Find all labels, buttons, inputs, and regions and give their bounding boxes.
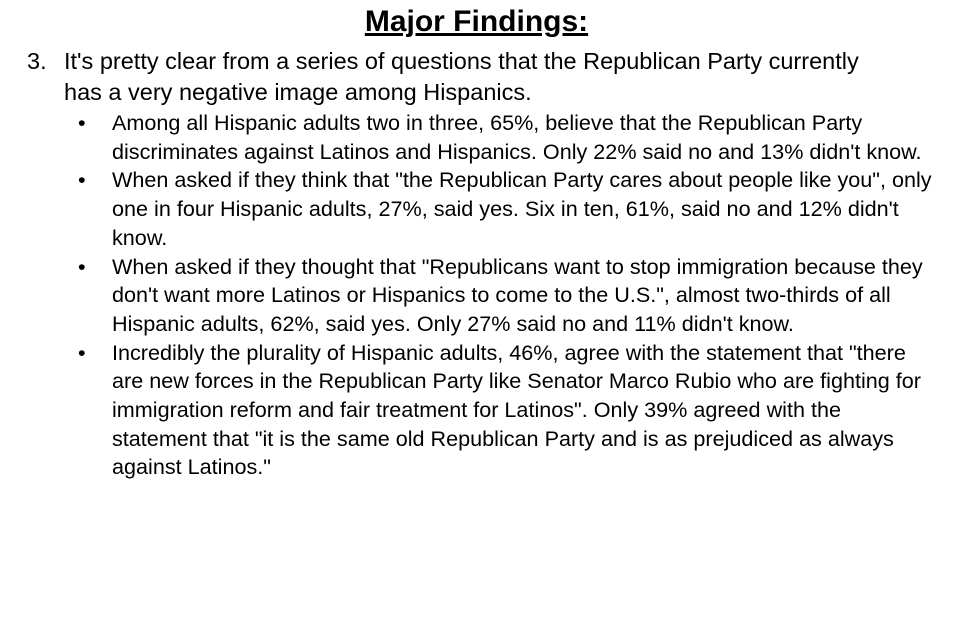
bullet-item: • When asked if they thought that "Republ…	[78, 253, 938, 339]
bullet-text: When asked if they thought that "Republi…	[112, 253, 923, 336]
bullet-dot: •	[78, 253, 86, 279]
bullet-item: • When asked if they think that "the Repu…	[78, 166, 938, 252]
bullet-dot: •	[78, 110, 86, 135]
bullet-dot: •	[78, 339, 86, 365]
bullet-text: Among all Hispanic adults two in three, …	[112, 110, 922, 164]
item-number: 3.	[27, 48, 47, 74]
title: Major Findings:	[364, 5, 589, 38]
bullet-dot: •	[78, 167, 86, 193]
bullet-text: When asked if they think that "the Repub…	[112, 167, 932, 250]
item-text: It's pretty clear from a series of quest…	[64, 48, 859, 105]
bullet-item: • Among all Hispanic adults two in three,…	[78, 109, 938, 166]
bullet-list: • Among all Hispanic adults two in three,…	[78, 109, 938, 482]
bullet-text: Incredibly the plurality of Hispanic adu…	[112, 339, 921, 480]
bullet-item: • Incredibly the plurality of Hispanic ad…	[78, 339, 938, 483]
